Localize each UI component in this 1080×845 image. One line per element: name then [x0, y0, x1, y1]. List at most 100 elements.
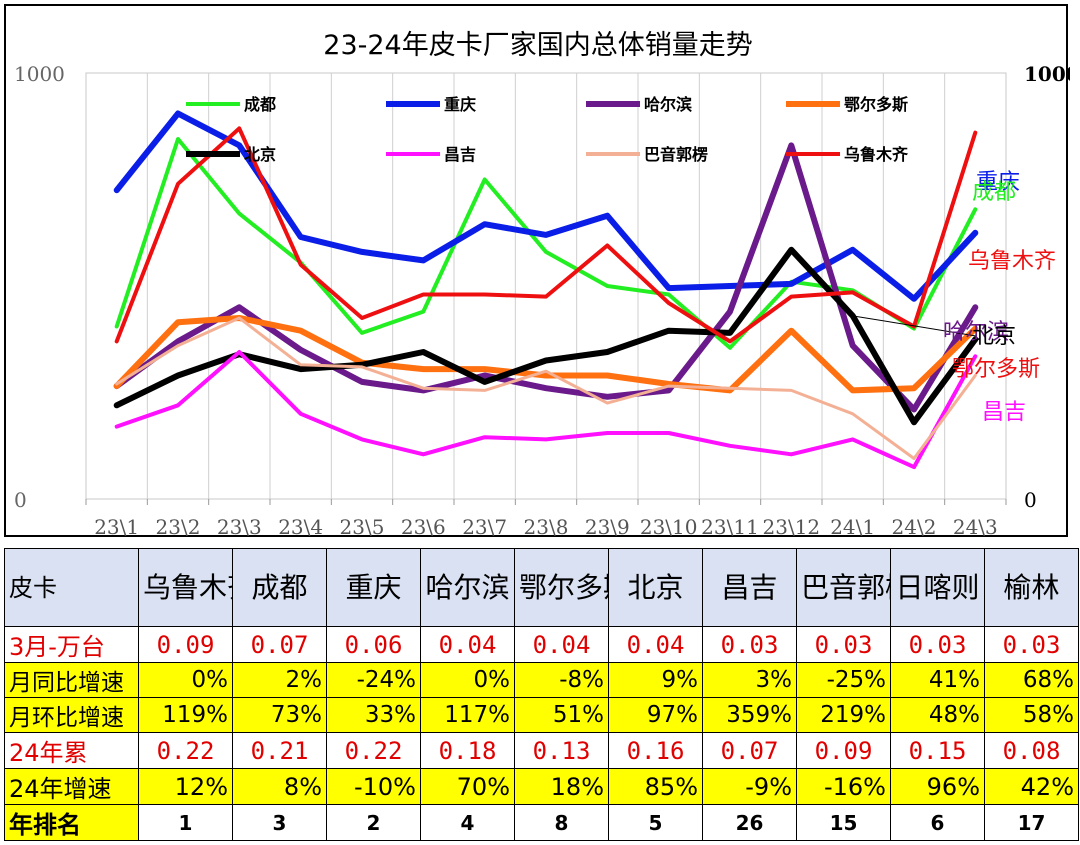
table-row: 3月-万台 0.09 0.07 0.06 0.04 0.04 0.04 0.03 0.03 0.0…	[4, 626, 1079, 663]
table-header-cell: 昌吉	[702, 548, 797, 627]
table-cell: 6	[890, 804, 985, 841]
table-row: 月环比增速 119% 73% 33% 117% 51% 97% 359% 219% 48% 58%	[4, 697, 1079, 733]
label-leader-line	[852, 315, 977, 337]
end-label: 北京	[972, 324, 1016, 349]
table-cell: 0.08	[984, 732, 1079, 769]
table-cell: 0.04	[420, 626, 515, 663]
x-tick-label: 23\10	[640, 515, 698, 539]
row-label: 3月-万台	[4, 626, 139, 663]
end-label: 乌鲁木齐	[968, 249, 1056, 274]
table-cell: 96%	[890, 768, 985, 805]
table-cell: 42%	[984, 768, 1079, 805]
table-cell: 48%	[890, 697, 985, 733]
x-tick-label: 24\1	[830, 515, 875, 539]
table-cell: 3%	[702, 662, 797, 698]
row-label: 24年累	[4, 732, 139, 769]
table-cell: 0%	[138, 662, 233, 698]
table-cell: 0.03	[702, 626, 797, 663]
table-cell: 0.09	[138, 626, 233, 663]
table-cell: 68%	[984, 662, 1079, 698]
table-header-cell: 重庆	[326, 548, 421, 627]
table-cell: 17	[984, 804, 1079, 841]
table-cell: 0.03	[890, 626, 985, 663]
table-cell: 2%	[232, 662, 327, 698]
x-tick-label: 23\2	[156, 515, 201, 539]
table-cell: 359%	[702, 697, 797, 733]
table-cell: 70%	[420, 768, 515, 805]
table-header-cell: 榆林	[984, 548, 1079, 627]
series-line-4	[113, 246, 979, 426]
legend-label: 哈尔滨	[644, 95, 692, 114]
table-cell: 0.21	[232, 732, 327, 769]
table-cell: -10%	[326, 768, 421, 805]
table-cell: 0.04	[608, 626, 703, 663]
table-cell: 51%	[514, 697, 609, 733]
table-cell: 0.18	[420, 732, 515, 769]
table-corner-label: 皮卡	[4, 548, 139, 627]
table-cell: 26	[702, 804, 797, 841]
sales-table: 皮卡 乌鲁木齐成都重庆哈尔滨鄂尔多斯北京昌吉巴音郭楞日喀则榆林 3月-万台0.0…	[4, 548, 1079, 841]
table-cell: 0.07	[232, 626, 327, 663]
table-cell: -9%	[702, 768, 797, 805]
table-cell: 117%	[420, 697, 515, 733]
row-label: 年排名	[4, 804, 139, 841]
table-row: 年排名 1 3 2 4 8 5 26 15 6 17	[4, 804, 1079, 841]
table-cell: 119%	[138, 697, 233, 733]
table-cell: 0.16	[608, 732, 703, 769]
x-tick-label: 23\3	[217, 515, 262, 539]
table-row: 月同比增速 0% 2% -24% 0% -8% 9% 3% -25% 41% 68%	[4, 662, 1079, 698]
x-tick-label: 23\5	[340, 515, 385, 539]
row-label: 月同比增速	[4, 662, 139, 698]
table-cell: 15	[796, 804, 891, 841]
chart-title: 23-24年皮卡厂家国内总体销量走势	[323, 30, 752, 61]
table-cell: 0.22	[138, 732, 233, 769]
end-label: 重庆	[976, 170, 1020, 195]
table-row: 24年增速 12% 8% -10% 70% 18% 85% -9% -16% 96% 42%	[4, 768, 1079, 805]
table-cell: 0.22	[326, 732, 421, 769]
table-header-row: 皮卡 乌鲁木齐成都重庆哈尔滨鄂尔多斯北京昌吉巴音郭楞日喀则榆林	[4, 548, 1079, 627]
table-cell: 0.13	[514, 732, 609, 769]
y-left-tick-label: 0	[14, 488, 27, 512]
table-cell: 73%	[232, 697, 327, 733]
series-line-7	[114, 126, 978, 344]
y-right-tick-label: 0	[1024, 488, 1037, 512]
table-cell: 0.03	[984, 626, 1079, 663]
table-header-cell: 成都	[232, 548, 327, 627]
table-header-cell: 巴音郭楞	[796, 548, 891, 627]
table-cell: 8	[514, 804, 609, 841]
table-cell: 5	[608, 804, 703, 841]
chart-panel: 23-24年皮卡厂家国内总体销量走势 0 1000 0 1000 23\1 23\2 23\3…	[4, 4, 1070, 539]
table-cell: 0.09	[796, 732, 891, 769]
table-cell: 219%	[796, 697, 891, 733]
table-header-cell: 鄂尔多斯	[514, 548, 609, 627]
legend-label: 巴音郭楞	[644, 145, 708, 164]
end-label: 昌吉	[982, 400, 1026, 425]
table-header-cell: 哈尔滨	[420, 548, 515, 627]
legend-label: 重庆	[444, 95, 476, 114]
legend-label: 北京	[244, 145, 276, 164]
table-cell: 4	[420, 804, 515, 841]
x-tick-label: 23\6	[401, 515, 446, 539]
table-cell: -25%	[796, 662, 891, 698]
row-label: 月环比增速	[4, 697, 139, 733]
series-line-6	[115, 316, 977, 460]
series-line-3	[113, 315, 979, 394]
table-cell: 0.15	[890, 732, 985, 769]
y-left-tick-label: 1000	[14, 62, 65, 86]
table-cell: 0%	[420, 662, 515, 698]
legend-label: 乌鲁木齐	[844, 145, 909, 164]
table-header-cell: 北京	[608, 548, 703, 627]
x-tick-label: 23\4	[278, 515, 323, 539]
legend-label: 昌吉	[444, 145, 476, 164]
table-cell: 85%	[608, 768, 703, 805]
legend-label: 成都	[244, 95, 276, 114]
end-label: 鄂尔多斯	[952, 357, 1040, 382]
end-label: 哈尔滨	[943, 320, 1009, 345]
y-right-tick-label: 1000	[1024, 62, 1070, 86]
x-tick-label: 23\9	[585, 515, 630, 539]
table-cell: 0.06	[326, 626, 421, 663]
table-cell: 2	[326, 804, 421, 841]
table-cell: 12%	[138, 768, 233, 805]
x-tick-label: 23\12	[763, 515, 821, 539]
x-tick-label: 23\7	[462, 515, 507, 539]
